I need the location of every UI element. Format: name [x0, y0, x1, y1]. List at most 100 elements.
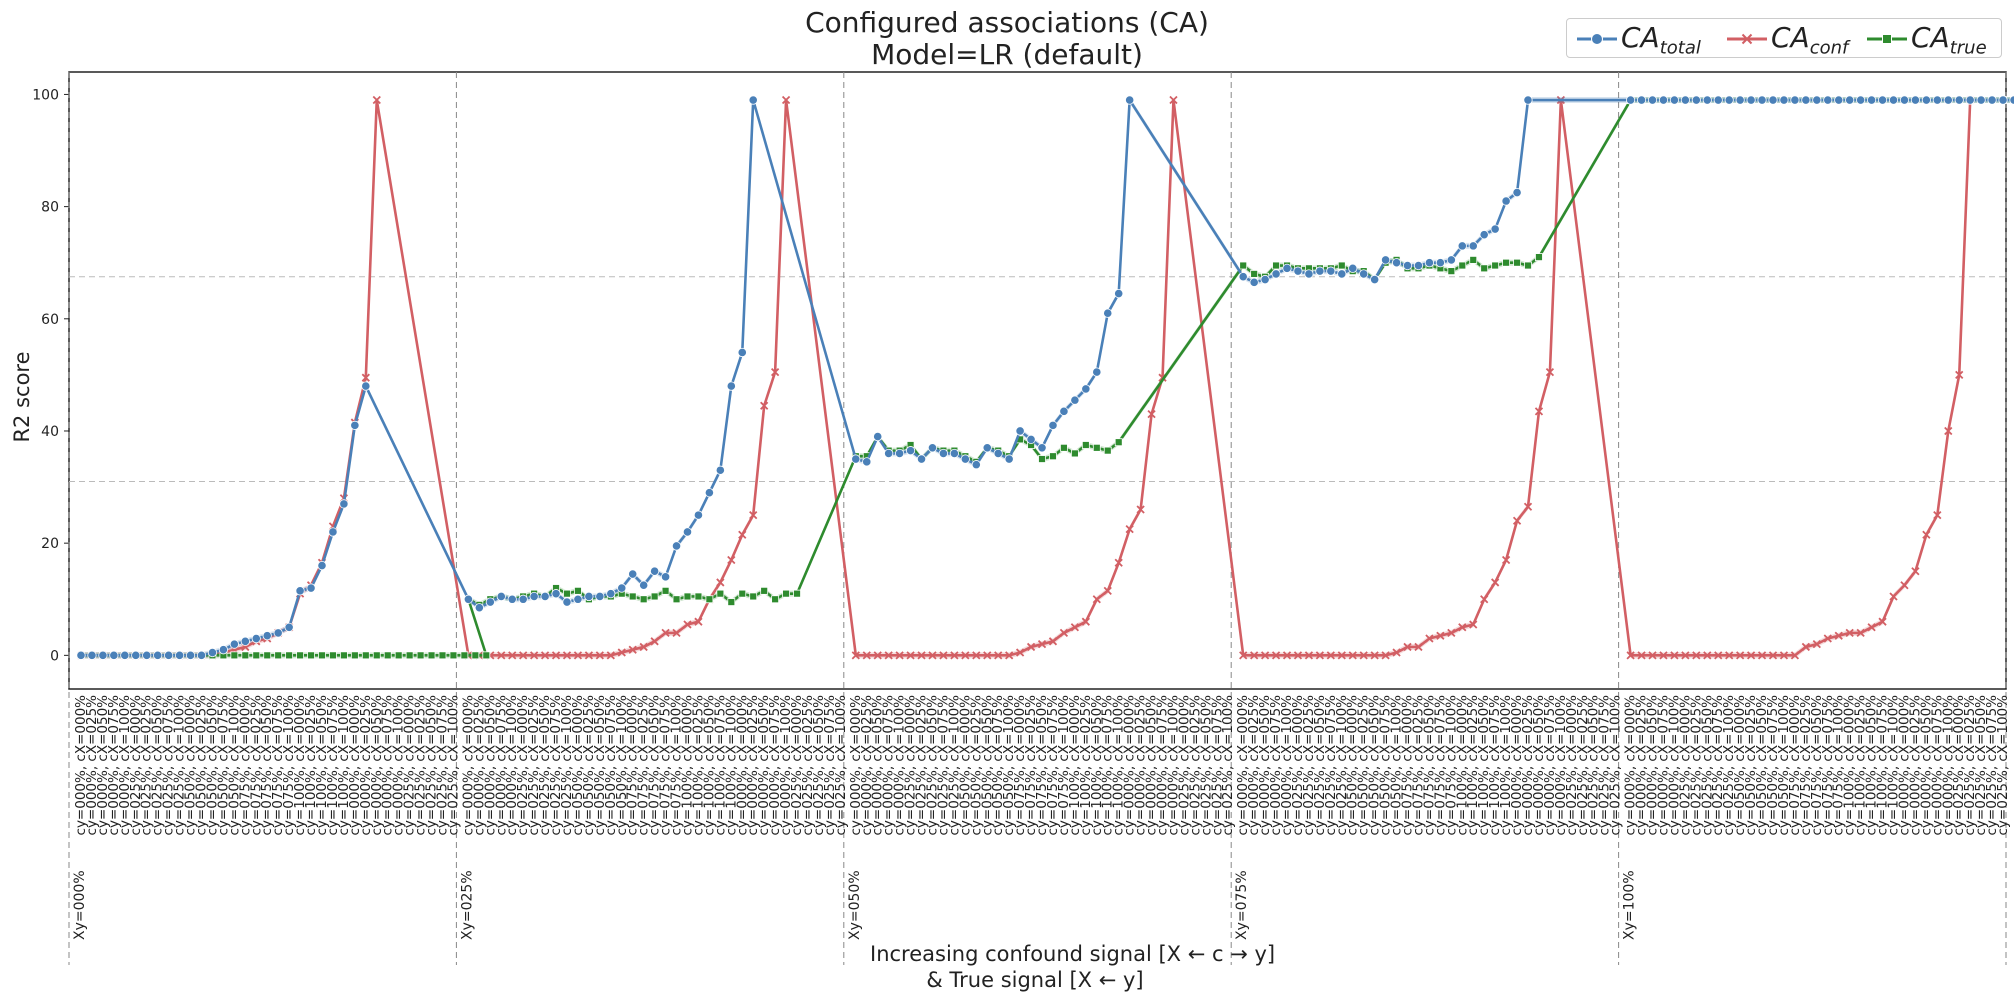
x-tick-label: cy=075%, cX=075% — [270, 695, 286, 836]
data-point-total — [1757, 95, 1767, 105]
x-tick-label: cy=100%, cX=025% — [690, 695, 706, 836]
data-point-total — [463, 594, 473, 604]
data-point-conf — [1856, 628, 1865, 638]
x-tick-label: cy=025%, cX=025% — [139, 695, 155, 836]
data-point-total — [1779, 95, 1789, 105]
data-point-true — [350, 651, 359, 660]
data-point-conf — [606, 651, 615, 660]
data-point-conf — [1692, 651, 1701, 660]
x-tick-label: cy=025%, cX=050% — [1198, 695, 1214, 836]
data-point-true — [672, 595, 681, 604]
data-point-true — [716, 589, 725, 598]
data-point-conf — [1823, 634, 1832, 643]
data-point-conf — [884, 651, 893, 660]
x-tick-label: cy=000%, cX=000% — [734, 695, 750, 836]
data-point-true — [661, 586, 670, 595]
data-point-conf — [529, 651, 539, 660]
x-tick-label: cy=025%, cX=025% — [413, 695, 429, 836]
x-tick-label: cy=000%, cX=000% — [1623, 695, 1639, 836]
data-point-conf — [972, 651, 981, 660]
data-point-conf — [1114, 558, 1123, 567]
data-point-conf — [1703, 651, 1712, 660]
x-tick-label: cy=100%, cX=100% — [1886, 695, 1902, 836]
x-tick-label: cy=025%, cX=075% — [548, 695, 564, 836]
data-point-conf — [1512, 516, 1522, 525]
data-point-total — [693, 510, 704, 520]
x-tick-label: cy=000%, cX=050% — [756, 695, 772, 836]
x-tick-label: cy=050%, cX=025% — [1743, 695, 1759, 836]
x-tick-label: cy=025%, cX=000% — [1677, 695, 1693, 836]
data-point-total — [295, 586, 305, 596]
data-point-total — [1015, 426, 1025, 436]
chart-title: Configured associations (CA) — [805, 6, 1209, 39]
series-line-total — [81, 98, 2014, 657]
legend-sub-true: true — [1949, 37, 1987, 59]
data-point-total — [1921, 95, 1931, 105]
data-point-true — [760, 586, 769, 595]
data-point-true — [628, 592, 637, 601]
y-tick-label-3: 60 — [41, 312, 59, 328]
x-tick-label: cy=000%, cX=000% — [1235, 695, 1251, 836]
x-tick-label: cy=050%, cX=050% — [1367, 695, 1383, 836]
data-point-conf — [1103, 586, 1112, 595]
data-point-true — [749, 592, 758, 601]
data-point-total — [240, 636, 250, 646]
data-point-true — [296, 651, 304, 660]
x-tick-label: cy=050%, cX=000% — [957, 695, 973, 836]
data-point-total — [895, 448, 905, 459]
data-point-total — [628, 569, 638, 579]
x-tick-label: cy=075%, cX=100% — [281, 695, 297, 836]
x-tick-label: cy=050%, cX=050% — [1754, 695, 1770, 836]
series-line-true — [81, 98, 2014, 657]
data-point-true — [318, 651, 326, 660]
data-point-conf — [1169, 95, 1178, 105]
data-point-total — [1877, 95, 1888, 105]
x-tick-label: cy=050%, cX=075% — [990, 695, 1006, 836]
data-point-total — [350, 420, 360, 430]
data-point-total — [262, 631, 272, 641]
data-point-conf — [1545, 367, 1555, 377]
x-tick-label: cy=025%, cX=000% — [515, 695, 531, 836]
x-tick-label: cy=100%, cX=100% — [1498, 695, 1514, 836]
data-point-conf — [1081, 617, 1090, 626]
x-tick-label: cy=025%, cX=025% — [1187, 695, 1203, 836]
data-point-total — [660, 572, 671, 582]
ci-band-total — [81, 97, 2014, 659]
x-tick-label: cy=000%, cX=075% — [881, 695, 897, 836]
data-point-conf — [1845, 628, 1854, 638]
x-tick-label: cy=000%, cX=050% — [1144, 695, 1160, 836]
x-tick-label: cy=100%, cX=075% — [325, 695, 341, 836]
x-tick-label: cy=075%, cX=100% — [1831, 695, 1847, 836]
data-point-true — [285, 651, 294, 660]
x-tick-label: cy=000%, cX=100% — [504, 695, 520, 836]
data-point-total — [1680, 95, 1690, 105]
x-tick-label: cy=075%, cX=025% — [1023, 695, 1039, 836]
x-tick-label: cy=075%, cX=025% — [1798, 695, 1814, 836]
x-tick-label: cy=000%, cX=025% — [358, 695, 374, 836]
legend-marker-x-icon — [1727, 33, 1767, 45]
data-point-total — [715, 465, 725, 475]
x-tick-label: cy=100%, cX=025% — [1078, 695, 1094, 836]
data-point-conf — [862, 651, 871, 660]
data-point-true — [241, 651, 250, 660]
data-point-conf — [683, 620, 692, 629]
data-point-total — [1647, 95, 1658, 105]
data-point-true — [1447, 267, 1456, 276]
data-point-total — [317, 560, 327, 571]
data-point-conf — [1911, 567, 1920, 576]
data-point-conf — [928, 651, 937, 660]
data-point-true — [1060, 443, 1068, 452]
x-tick-label: cy=000%, cX=050% — [369, 695, 385, 836]
x-tick-label: cy=025%, cX=100% — [1334, 695, 1350, 836]
data-point-conf — [1136, 505, 1145, 514]
x-tick-label: cy=100%, cX=050% — [1089, 695, 1105, 836]
data-point-conf — [1889, 592, 1898, 601]
data-point-true — [782, 589, 790, 598]
data-point-total — [1943, 95, 1953, 105]
data-point-conf — [760, 401, 769, 410]
data-point-conf — [672, 628, 681, 638]
data-point-true — [1491, 261, 1500, 270]
x-tick-label: cy=000%, cX=050% — [870, 695, 886, 836]
data-point-total — [682, 527, 693, 537]
data-point-conf — [1922, 530, 1931, 539]
